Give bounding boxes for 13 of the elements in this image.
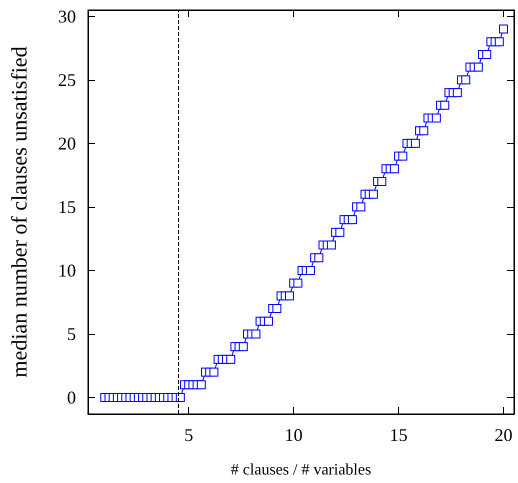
y-tick-label: 30 xyxy=(58,6,76,26)
x-tick-label: 5 xyxy=(184,425,194,445)
x-axis-title: # clauses / # variables xyxy=(230,462,372,478)
y-tick-label: 15 xyxy=(58,196,76,217)
y-tick-label: 10 xyxy=(58,260,76,280)
y-tick-label: 25 xyxy=(58,70,76,90)
y-axis-title: median number of clauses unsatisfied xyxy=(6,46,32,378)
y-tick-label: 5 xyxy=(67,324,76,344)
y-tick-label: 0 xyxy=(67,387,76,408)
y-tick-label: 20 xyxy=(58,133,76,154)
x-tick-label: 20 xyxy=(494,425,513,445)
x-tick-label: 15 xyxy=(390,425,408,445)
x-tick-label: 10 xyxy=(284,425,303,445)
